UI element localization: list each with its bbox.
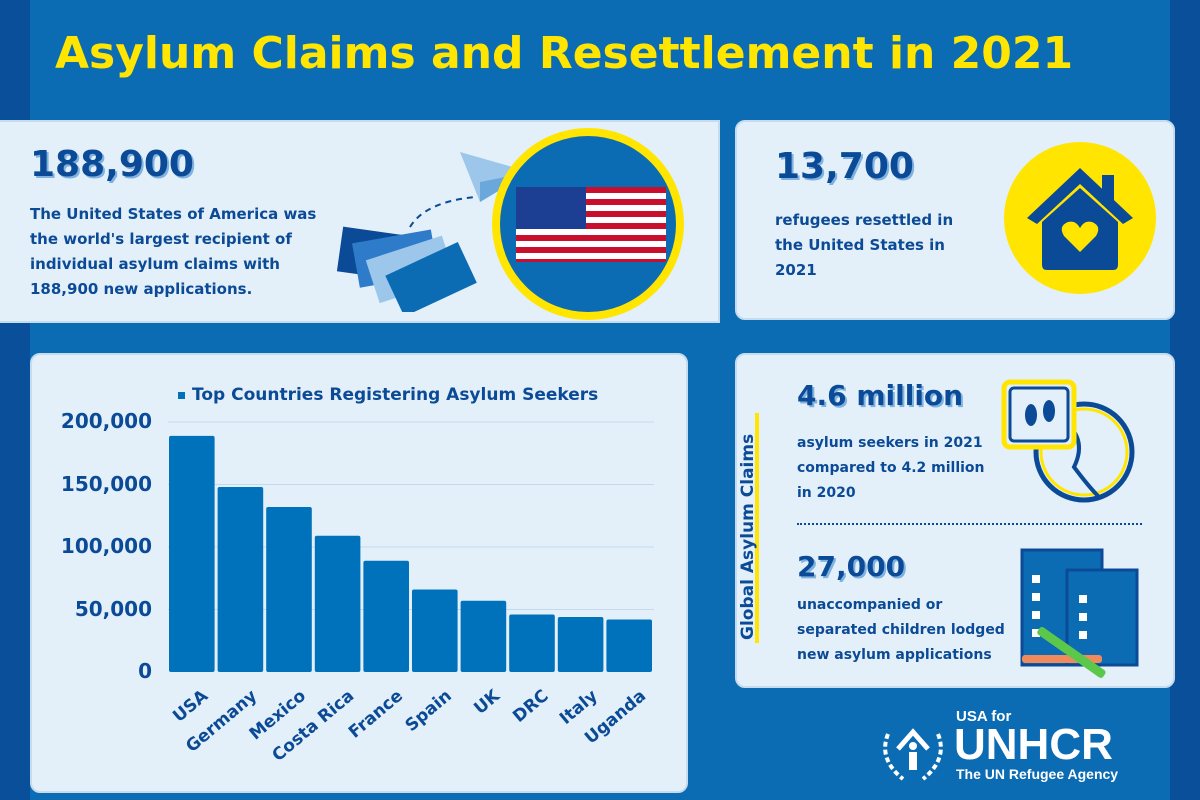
usa-text: The United States of America was the wor… bbox=[30, 205, 317, 298]
usa-card: 188,900 The United States of America was… bbox=[0, 120, 720, 323]
global-card: 4.6 million asylum seekers in 2021 compa… bbox=[735, 353, 1175, 688]
bar-uk bbox=[460, 600, 507, 672]
house-heart-icon bbox=[1004, 142, 1156, 294]
bar-italy bbox=[557, 617, 604, 672]
y-tick-label: 200,000 bbox=[60, 409, 152, 433]
y-tick-label: 150,000 bbox=[60, 471, 152, 496]
global-side-label: Global Asylum Claims bbox=[738, 433, 758, 640]
resettle-text: refugees resettled in the United States … bbox=[775, 211, 954, 279]
chart-title: Top Countries Registering Asylum Seekers bbox=[178, 385, 598, 405]
y-tick-label: 0 bbox=[138, 659, 152, 683]
logo-line1: USA for bbox=[956, 708, 1012, 725]
logo-line2: UNHCR bbox=[954, 720, 1113, 769]
y-tick-label: 100,000 bbox=[60, 534, 152, 558]
bar-costa-rica bbox=[314, 535, 361, 672]
stat1-number: 4.6 million bbox=[797, 379, 964, 412]
logo-line3: The UN Refugee Agency bbox=[956, 766, 1119, 782]
bar-usa bbox=[169, 435, 215, 672]
stat2-text: unaccompanied or separated children lodg… bbox=[797, 597, 1005, 663]
bar-uganda bbox=[606, 619, 652, 672]
legend-swatch bbox=[178, 391, 185, 399]
stat2-number: 27,000 bbox=[797, 550, 906, 583]
papers-icon bbox=[336, 226, 477, 312]
bar-mexico bbox=[266, 507, 312, 672]
resettle-number: 13,700 bbox=[775, 146, 914, 187]
bar-germany bbox=[217, 487, 264, 672]
bar-france bbox=[363, 560, 409, 672]
resettle-card: 13,700 refugees resettled in the United … bbox=[735, 120, 1175, 320]
forms-crayons-icon bbox=[1020, 548, 1139, 678]
y-tick-label: 50,000 bbox=[74, 596, 152, 621]
usa-number: 188,900 bbox=[30, 144, 194, 185]
unhcr-emblem-icon bbox=[883, 728, 943, 781]
right-edge bbox=[1170, 0, 1200, 800]
bar-spain bbox=[412, 589, 458, 672]
stat1-text: asylum seekers in 2021 compared to 4.2 m… bbox=[797, 435, 985, 501]
usa-flag-map-icon bbox=[492, 128, 684, 320]
page-title: Asylum Claims and Resettlement in 2021 bbox=[55, 28, 1074, 79]
chart-title-text: Top Countries Registering Asylum Seekers bbox=[192, 385, 599, 405]
yellow-line bbox=[755, 413, 759, 643]
bar-drc bbox=[509, 614, 555, 672]
divider bbox=[797, 523, 1142, 525]
globe-footprints-icon bbox=[1001, 379, 1135, 503]
